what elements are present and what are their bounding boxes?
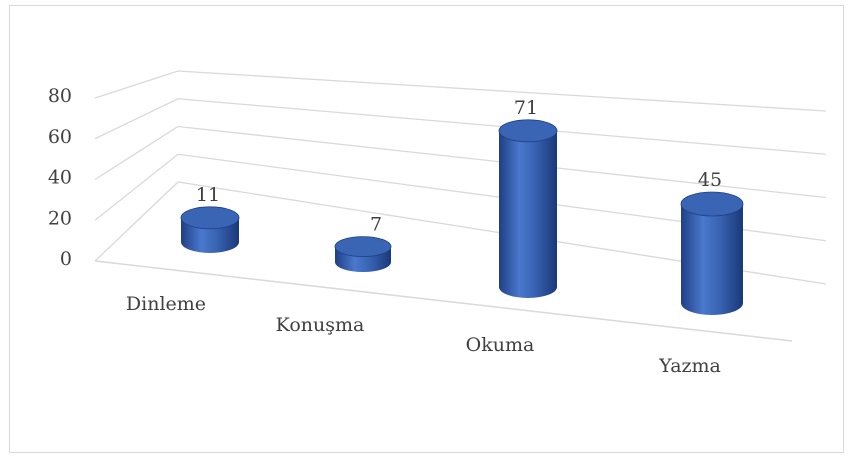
bar-body	[499, 130, 557, 298]
gridline	[94, 125, 827, 199]
category-label: Yazma	[658, 355, 721, 377]
gridlines	[94, 70, 827, 342]
data-label: 11	[196, 184, 220, 206]
data-labels: 11 7 71 45	[196, 97, 722, 236]
y-axis-tick-labels: 0 20 40 60 80	[48, 85, 72, 270]
bar-top-cap	[180, 206, 240, 230]
y-tick-label: 60	[48, 126, 72, 148]
bar-body	[681, 204, 743, 315]
data-label: 45	[698, 169, 722, 191]
x-axis-category-labels: Dinleme Konuşma Okuma Yazma	[126, 293, 721, 377]
gridline	[94, 153, 827, 242]
bar-top-cap	[680, 191, 744, 217]
bar-okuma	[498, 119, 558, 298]
bar-top-cap	[334, 236, 392, 258]
data-label: 71	[514, 97, 538, 119]
data-label: 7	[370, 214, 382, 236]
bars	[180, 119, 744, 315]
bar-yazma	[680, 191, 744, 315]
y-tick-label: 0	[60, 248, 72, 270]
bar-top-cap	[498, 119, 558, 143]
category-label: Dinleme	[126, 293, 206, 315]
bar-konuşma	[334, 236, 392, 272]
category-label: Konuşma	[276, 314, 365, 336]
y-tick-label: 80	[48, 85, 72, 107]
gridline	[94, 98, 827, 155]
floor-front-edge	[94, 260, 793, 342]
bar-dinleme	[180, 206, 240, 253]
y-tick-label: 40	[48, 167, 72, 189]
category-label: Okuma	[466, 334, 535, 356]
y-tick-label: 20	[48, 207, 72, 229]
gridline	[94, 70, 827, 112]
gridline	[94, 181, 827, 285]
